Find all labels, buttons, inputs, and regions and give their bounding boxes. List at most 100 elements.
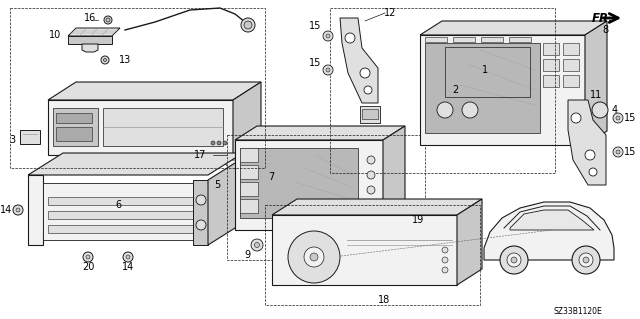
Circle shape <box>511 257 517 263</box>
Bar <box>56 127 92 141</box>
Bar <box>425 43 540 133</box>
Polygon shape <box>233 82 261 155</box>
Polygon shape <box>48 82 261 100</box>
Polygon shape <box>235 140 383 230</box>
Circle shape <box>223 141 227 145</box>
Bar <box>53 108 98 146</box>
Polygon shape <box>82 44 98 52</box>
Bar <box>56 113 92 123</box>
Circle shape <box>86 255 90 259</box>
Polygon shape <box>28 153 243 175</box>
Polygon shape <box>43 215 238 237</box>
Circle shape <box>613 113 623 123</box>
Text: 15: 15 <box>309 21 321 31</box>
Polygon shape <box>68 36 112 44</box>
Bar <box>240 165 258 179</box>
Circle shape <box>251 239 263 251</box>
Bar <box>240 182 258 196</box>
Bar <box>509 37 531 42</box>
Text: 16: 16 <box>84 13 96 23</box>
Bar <box>453 37 475 42</box>
Circle shape <box>13 205 23 215</box>
Text: SZ33B1120E: SZ33B1120E <box>553 308 602 316</box>
Circle shape <box>585 150 595 160</box>
Text: FR.: FR. <box>592 12 614 26</box>
Polygon shape <box>193 180 208 245</box>
Text: 14: 14 <box>122 262 134 272</box>
Bar <box>265 205 480 305</box>
Text: 19: 19 <box>412 215 424 225</box>
Circle shape <box>616 116 620 120</box>
Circle shape <box>83 252 93 262</box>
Circle shape <box>367 171 375 179</box>
Circle shape <box>323 31 333 41</box>
Circle shape <box>583 257 589 263</box>
Circle shape <box>507 253 521 267</box>
Circle shape <box>123 252 133 262</box>
Polygon shape <box>340 18 378 103</box>
Circle shape <box>326 34 330 38</box>
Circle shape <box>104 58 106 62</box>
Bar <box>20 130 40 144</box>
Text: 6: 6 <box>115 200 121 210</box>
Circle shape <box>241 18 255 32</box>
Circle shape <box>255 242 259 248</box>
Circle shape <box>437 102 453 118</box>
Bar <box>48 225 193 233</box>
Text: 12: 12 <box>384 8 396 18</box>
Bar <box>48 197 193 205</box>
Circle shape <box>613 147 623 157</box>
Bar <box>481 37 503 42</box>
Bar <box>240 199 258 213</box>
Bar <box>543 59 559 71</box>
Polygon shape <box>360 106 380 123</box>
Bar <box>10 8 265 168</box>
Text: 5: 5 <box>214 180 220 190</box>
Circle shape <box>196 220 206 230</box>
Polygon shape <box>48 100 233 155</box>
Text: 17: 17 <box>194 150 206 160</box>
Polygon shape <box>68 28 120 36</box>
Circle shape <box>572 246 600 274</box>
Bar <box>227 135 425 260</box>
Circle shape <box>101 56 109 64</box>
Bar <box>425 37 447 42</box>
Circle shape <box>104 16 112 24</box>
Text: 15: 15 <box>309 58 321 68</box>
Text: 3: 3 <box>9 135 15 145</box>
Polygon shape <box>383 126 405 230</box>
Circle shape <box>571 113 581 123</box>
Text: 9: 9 <box>244 250 250 260</box>
Text: 4: 4 <box>612 105 618 115</box>
Bar <box>103 108 223 146</box>
Polygon shape <box>28 175 43 245</box>
Circle shape <box>211 141 215 145</box>
Text: 11: 11 <box>590 90 602 100</box>
Text: 13: 13 <box>119 55 131 65</box>
Text: 15: 15 <box>624 113 636 123</box>
Circle shape <box>367 156 375 164</box>
Circle shape <box>442 267 448 273</box>
Circle shape <box>288 231 340 283</box>
Polygon shape <box>272 215 457 285</box>
Circle shape <box>364 86 372 94</box>
Circle shape <box>592 102 608 118</box>
Text: 18: 18 <box>378 295 390 305</box>
Circle shape <box>616 150 620 154</box>
Bar <box>330 8 555 173</box>
Bar <box>563 59 579 71</box>
Text: 1: 1 <box>482 65 488 75</box>
Circle shape <box>500 246 528 274</box>
Text: 2: 2 <box>452 85 458 95</box>
Polygon shape <box>272 199 482 215</box>
Circle shape <box>126 255 130 259</box>
Bar <box>240 148 358 218</box>
Bar <box>563 43 579 55</box>
Circle shape <box>367 186 375 194</box>
Text: 7: 7 <box>268 172 274 182</box>
Text: 20: 20 <box>82 262 94 272</box>
Circle shape <box>304 247 324 267</box>
Circle shape <box>16 208 20 212</box>
Polygon shape <box>208 158 243 245</box>
Polygon shape <box>235 126 405 140</box>
